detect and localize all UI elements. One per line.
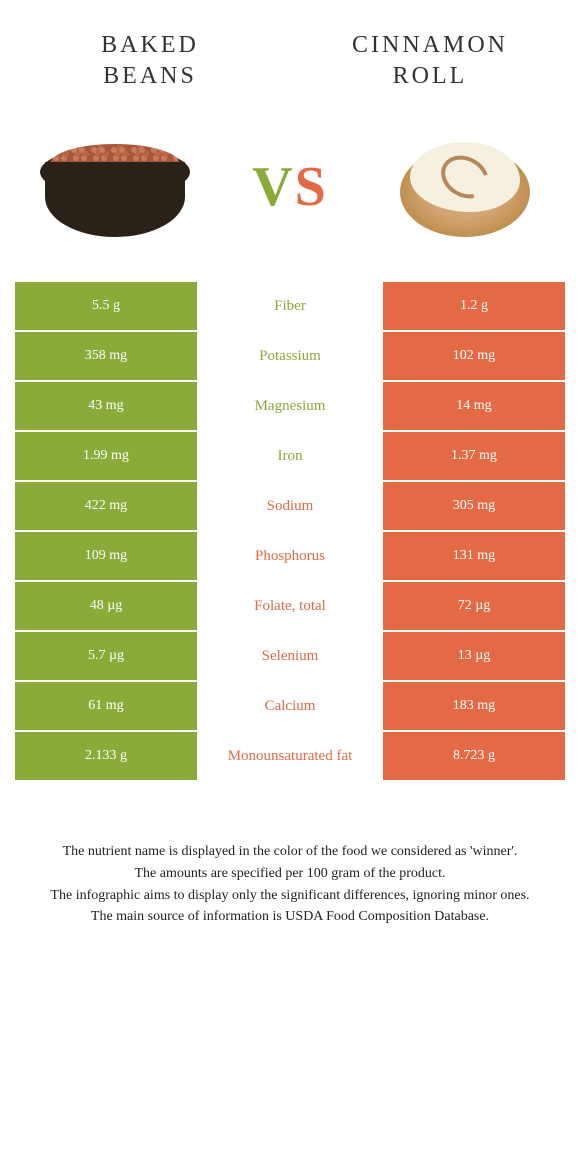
right-value: 72 µg <box>383 582 565 630</box>
images-row: VS <box>0 102 580 282</box>
nutrient-label: Iron <box>197 432 383 480</box>
right-value: 1.2 g <box>383 282 565 330</box>
footer-line: The infographic aims to display only the… <box>25 886 555 906</box>
table-row: 109 mgPhosphorus131 mg <box>15 532 565 580</box>
vs-s: S <box>295 156 328 218</box>
right-value: 183 mg <box>383 682 565 730</box>
left-value: 5.5 g <box>15 282 197 330</box>
right-value: 305 mg <box>383 482 565 530</box>
vs-label: VS <box>252 155 328 219</box>
footer-notes: The nutrient name is displayed in the co… <box>0 782 580 926</box>
table-row: 5.7 µgSelenium13 µg <box>15 632 565 680</box>
left-value: 422 mg <box>15 482 197 530</box>
footer-line: The main source of information is USDA F… <box>25 907 555 927</box>
right-value: 8.723 g <box>383 732 565 780</box>
right-food-image <box>380 122 550 252</box>
left-value: 1.99 mg <box>15 432 197 480</box>
nutrient-label: Selenium <box>197 632 383 680</box>
left-value: 61 mg <box>15 682 197 730</box>
nutrition-table: 5.5 gFiber1.2 g358 mgPotassium102 mg43 m… <box>0 282 580 780</box>
right-value: 131 mg <box>383 532 565 580</box>
cinnamon-roll-icon <box>390 127 540 247</box>
left-food-image <box>30 122 200 252</box>
right-value: 14 mg <box>383 382 565 430</box>
nutrient-label: Potassium <box>197 332 383 380</box>
right-value: 102 mg <box>383 332 565 380</box>
vs-v: V <box>252 156 294 218</box>
nutrient-label: Folate, total <box>197 582 383 630</box>
left-value: 109 mg <box>15 532 197 580</box>
nutrient-label: Monounsaturated fat <box>197 732 383 780</box>
nutrient-label: Phosphorus <box>197 532 383 580</box>
table-row: 358 mgPotassium102 mg <box>15 332 565 380</box>
table-row: 43 mgMagnesium14 mg <box>15 382 565 430</box>
left-value: 5.7 µg <box>15 632 197 680</box>
left-value: 2.133 g <box>15 732 197 780</box>
table-row: 61 mgCalcium183 mg <box>15 682 565 730</box>
nutrient-label: Magnesium <box>197 382 383 430</box>
left-value: 358 mg <box>15 332 197 380</box>
table-row: 48 µgFolate, total72 µg <box>15 582 565 630</box>
right-food-title: CINNAMON ROLL <box>330 30 530 92</box>
table-row: 2.133 gMonounsaturated fat8.723 g <box>15 732 565 780</box>
nutrient-label: Sodium <box>197 482 383 530</box>
nutrient-label: Calcium <box>197 682 383 730</box>
baked-beans-icon <box>35 132 195 242</box>
left-value: 48 µg <box>15 582 197 630</box>
left-value: 43 mg <box>15 382 197 430</box>
footer-line: The amounts are specified per 100 gram o… <box>25 864 555 884</box>
right-value: 13 µg <box>383 632 565 680</box>
footer-line: The nutrient name is displayed in the co… <box>25 842 555 862</box>
table-row: 422 mgSodium305 mg <box>15 482 565 530</box>
left-food-title: BAKED BEANS <box>50 30 250 92</box>
header: BAKED BEANS CINNAMON ROLL <box>0 0 580 102</box>
nutrient-label: Fiber <box>197 282 383 330</box>
table-row: 1.99 mgIron1.37 mg <box>15 432 565 480</box>
table-row: 5.5 gFiber1.2 g <box>15 282 565 330</box>
right-value: 1.37 mg <box>383 432 565 480</box>
